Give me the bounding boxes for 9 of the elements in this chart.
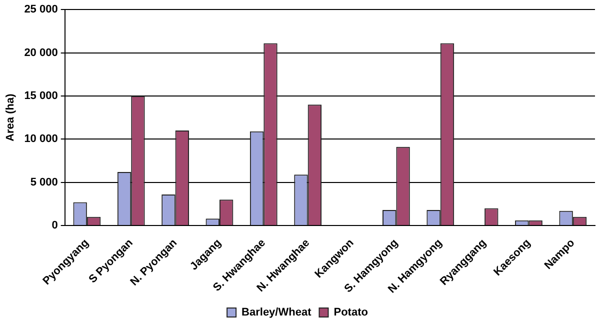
- legend-label: Barley/Wheat: [242, 306, 312, 319]
- y-tick-label: 20 000: [24, 46, 58, 59]
- y-tick-label: 0: [52, 220, 58, 232]
- y-axis-title: Area (ha): [4, 93, 17, 142]
- y-tick-label: 5 000: [30, 176, 58, 188]
- y-tick-label: 10 000: [24, 133, 58, 146]
- legend-label: Potato: [334, 306, 368, 319]
- y-tick-label: 25 000: [24, 4, 58, 16]
- y-tick-label: 15 000: [24, 90, 58, 102]
